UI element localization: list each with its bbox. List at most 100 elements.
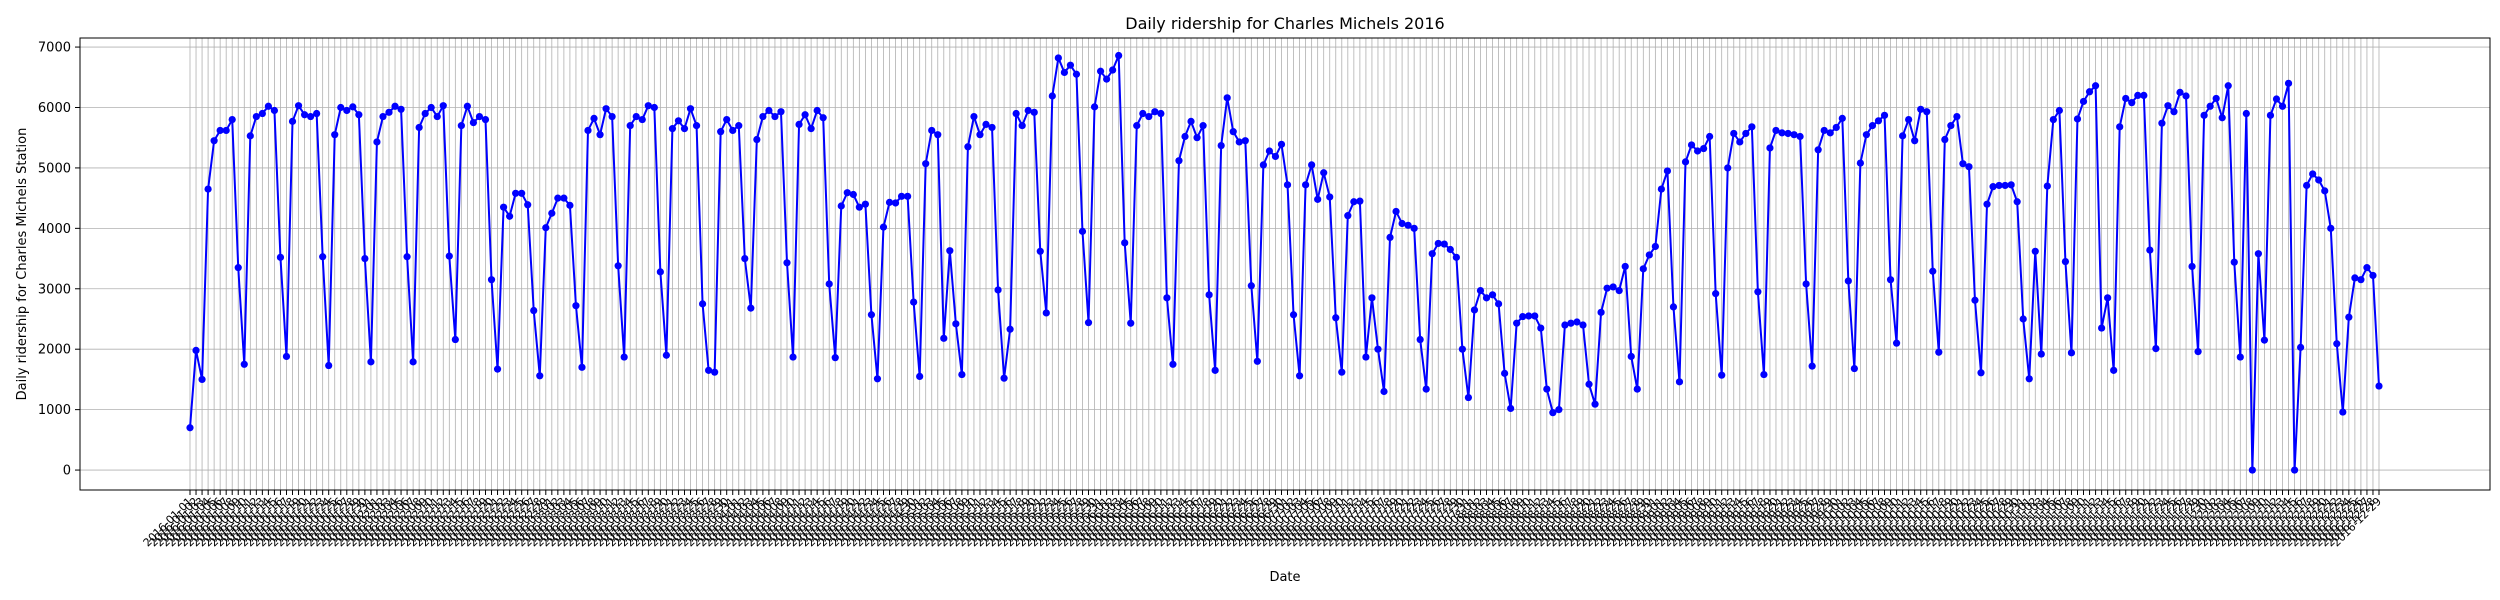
data-point <box>481 115 490 124</box>
data-point <box>1332 314 1340 322</box>
data-point <box>1561 321 1569 329</box>
data-point <box>1151 108 1159 116</box>
y-tick-label: 2000 <box>38 343 71 358</box>
y-tick-label: 0 <box>63 464 71 479</box>
data-point <box>524 201 532 209</box>
data-point <box>1760 370 1768 379</box>
data-point <box>1639 265 1647 273</box>
data-point <box>723 115 731 124</box>
data-point <box>1362 353 1370 361</box>
data-point <box>1748 123 1756 131</box>
chart-title: Daily ridership for Charles Michels 2016 <box>1125 14 1444 33</box>
data-point <box>469 119 478 127</box>
data-point <box>1464 393 1473 402</box>
data-point <box>2049 115 2057 124</box>
data-point <box>204 185 212 193</box>
data-point <box>1404 221 1412 229</box>
data-point <box>1410 224 1418 232</box>
data-point <box>2031 247 2039 255</box>
data-point <box>1543 385 1551 393</box>
data-point <box>922 160 930 168</box>
data-point <box>1066 61 1075 69</box>
data-point <box>849 190 857 199</box>
data-point <box>1277 140 1286 148</box>
data-point <box>1368 294 1376 302</box>
data-point <box>988 123 996 132</box>
data-point <box>2266 111 2275 119</box>
data-point <box>1018 122 1026 130</box>
data-point <box>2128 99 2136 107</box>
data-point <box>1645 251 1653 259</box>
data-point <box>1959 160 1967 168</box>
data-point <box>1265 147 1274 155</box>
data-point <box>831 354 839 362</box>
data-point <box>361 254 369 263</box>
data-point <box>234 264 242 272</box>
data-point <box>1458 345 1466 353</box>
data-point <box>542 224 550 232</box>
data-point <box>855 203 863 211</box>
y-axis-label: Daily ridership for Charles Michels Stat… <box>15 128 30 401</box>
data-point <box>1494 300 1503 308</box>
data-point <box>554 194 562 202</box>
data-point <box>2085 88 2094 96</box>
data-point <box>994 286 1002 294</box>
data-point <box>1169 360 1177 368</box>
data-point <box>783 259 791 267</box>
data-point <box>307 112 315 121</box>
data-point <box>572 302 580 310</box>
data-point <box>940 334 948 342</box>
data-point <box>1537 324 1545 332</box>
data-point <box>1724 164 1732 172</box>
data-point <box>560 194 568 202</box>
data-point <box>801 111 809 119</box>
data-point <box>741 254 749 263</box>
data-point <box>1591 400 1599 408</box>
data-point <box>1440 240 1448 248</box>
data-point <box>1675 378 1684 386</box>
data-point <box>1302 181 1310 189</box>
data-point <box>1736 138 1744 146</box>
data-point <box>753 135 761 144</box>
data-point <box>1700 144 1708 153</box>
data-point <box>1531 312 1539 320</box>
data-point <box>777 108 785 116</box>
data-point <box>1012 109 1020 118</box>
data-point <box>2164 102 2172 110</box>
data-point <box>1657 185 1665 193</box>
data-point <box>1205 291 1213 299</box>
data-point <box>518 189 526 197</box>
data-point <box>2079 97 2088 106</box>
data-point <box>1326 193 1334 201</box>
data-point <box>861 200 869 208</box>
data-point <box>397 105 405 113</box>
x-axis: 2016-01-012016-01-022016-01-032016-01-04… <box>141 490 2384 549</box>
data-point <box>1947 122 1955 130</box>
data-point <box>1651 242 1659 251</box>
data-point <box>2339 408 2347 416</box>
data-point <box>789 353 797 361</box>
data-point <box>2248 466 2256 474</box>
data-point <box>1742 129 1750 138</box>
data-point <box>313 109 321 118</box>
data-point <box>2188 262 2196 271</box>
data-point <box>228 115 236 124</box>
data-point <box>192 346 200 355</box>
x-axis-label: Date <box>1269 570 1300 585</box>
data-point <box>2091 82 2100 90</box>
data-point <box>819 114 827 122</box>
y-tick-label: 7000 <box>38 41 71 56</box>
data-point <box>451 335 459 344</box>
data-point <box>1181 132 1189 141</box>
y-tick-label: 4000 <box>38 222 71 237</box>
data-point <box>1476 286 1485 295</box>
data-point <box>711 368 719 376</box>
data-point <box>1868 122 1877 130</box>
data-point <box>1259 161 1267 169</box>
data-point <box>662 351 670 359</box>
data-point <box>837 202 845 210</box>
data-point <box>2297 343 2305 351</box>
data-point <box>976 131 984 139</box>
data-point <box>1712 290 1720 298</box>
data-point <box>1295 372 1304 380</box>
